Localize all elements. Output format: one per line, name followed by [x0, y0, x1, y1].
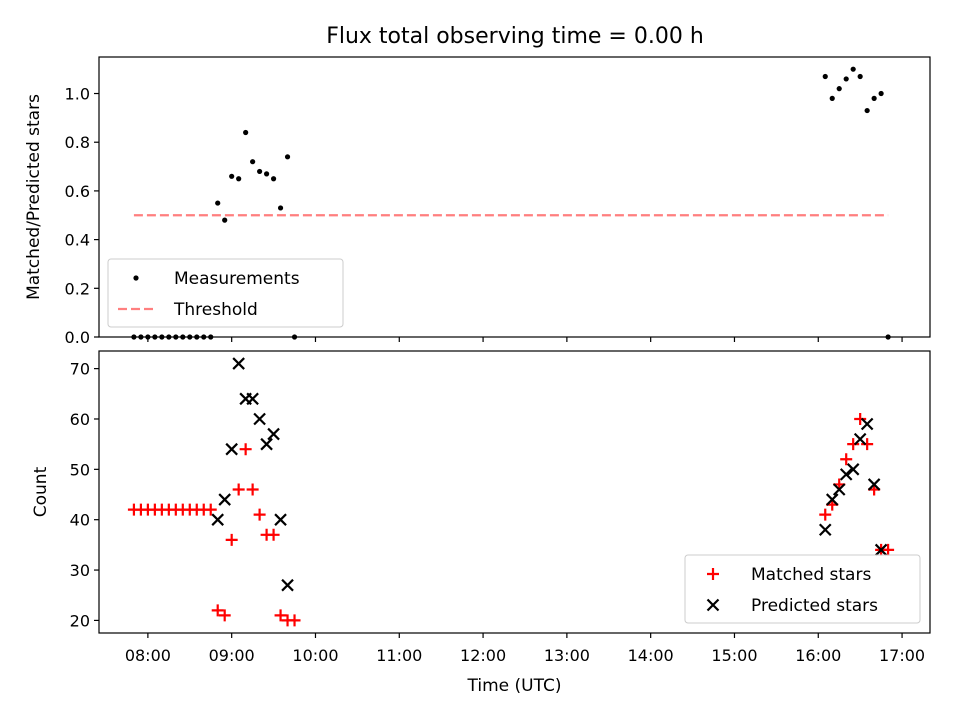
predicted-point	[874, 543, 888, 557]
legend-marker	[706, 598, 720, 612]
y-tick-label: 0.2	[65, 279, 90, 298]
legend: Matched stars Predicted stars	[684, 554, 921, 624]
predicted-point	[839, 468, 853, 481]
y-tick-label: 0.0	[65, 328, 90, 347]
measurement-point	[229, 173, 235, 179]
measurement-point	[871, 95, 877, 101]
matched-point	[239, 443, 252, 456]
x-tick-label: 09:00	[209, 646, 255, 665]
predicted-point	[232, 357, 245, 370]
legend-marker	[707, 568, 719, 580]
matched-point	[253, 508, 266, 521]
y-tick-label: 1.0	[65, 85, 90, 104]
measurement-point	[270, 176, 277, 182]
y-axis-label: Matched/Predicted stars	[24, 94, 44, 300]
x-tick-label: 14:00	[628, 646, 674, 665]
x-axis-label: Time (UTC)	[467, 676, 562, 696]
predicted-point	[818, 523, 832, 537]
predicted-point	[260, 437, 273, 451]
legend-label: Predicted stars	[751, 596, 878, 616]
legend-label: Measurements	[174, 269, 300, 289]
legend: Measurements Threshold	[107, 258, 344, 328]
y-tick-label: 0.8	[65, 133, 90, 152]
measurement-point	[263, 171, 270, 177]
x-tick-label: 11:00	[376, 646, 422, 665]
legend-box	[107, 258, 344, 328]
legend-box	[684, 554, 921, 624]
y-tick-label: 30	[70, 561, 90, 580]
matched-point	[218, 609, 231, 622]
measurement-point	[843, 76, 849, 82]
legend-marker	[133, 275, 139, 281]
y-tick-label: 70	[70, 360, 90, 379]
y-tick-label: 0.6	[65, 182, 90, 201]
y-tick-label: 50	[70, 460, 90, 479]
predicted-point	[274, 513, 287, 526]
measurement-point	[277, 205, 284, 211]
matched-point	[232, 483, 245, 496]
chart-title: Flux total observing time = 0.00 h	[326, 24, 704, 49]
y-tick-label: 60	[70, 410, 90, 429]
measurement-point	[836, 86, 842, 92]
y-tick-label: 20	[70, 611, 90, 630]
predicted-point	[218, 493, 231, 506]
predicted-point	[846, 463, 860, 476]
data-layer	[127, 357, 895, 627]
predicted-point	[246, 392, 259, 406]
predicted-point	[853, 432, 867, 446]
measurement-point	[878, 90, 884, 97]
x-tick-label: 13:00	[544, 646, 590, 665]
legend-label: Threshold	[173, 300, 258, 320]
measurement-point	[236, 176, 242, 182]
matched-point	[847, 438, 860, 451]
measurement-point	[822, 73, 828, 80]
matched-point	[267, 528, 280, 541]
predicted-point	[267, 427, 280, 441]
y-tick-label: 0.4	[65, 231, 90, 250]
predicted-point	[281, 578, 294, 592]
x-tick-label: 12:00	[460, 646, 506, 665]
matched-point	[819, 508, 832, 521]
y-axis-label: Count	[31, 466, 51, 517]
measurement-point	[243, 129, 249, 136]
axes-frame	[98, 350, 931, 634]
predicted-point	[211, 513, 224, 526]
matched-point	[225, 533, 238, 546]
matched-point	[840, 453, 853, 466]
measurement-point	[284, 154, 291, 160]
matched-point	[246, 483, 259, 496]
predicted-point	[825, 493, 839, 506]
measurement-point	[864, 107, 870, 114]
x-tick-label: 10:00	[292, 646, 338, 665]
measurement-point	[250, 159, 256, 165]
y-tick-label: 40	[70, 511, 90, 530]
measurement-point	[222, 217, 228, 223]
predicted-point	[225, 442, 238, 456]
measurement-point	[829, 95, 835, 101]
matched-point	[882, 543, 895, 556]
measurement-point	[215, 200, 221, 206]
matched-point	[211, 604, 224, 617]
ratio-panel: 0.0 0.2 0.4 0.6 0.8 1.0 Matched/Predicted star…	[24, 56, 931, 347]
x-tick-label: 16:00	[795, 646, 841, 665]
matched-point	[204, 503, 217, 516]
matched-point	[854, 412, 867, 425]
matched-point	[274, 609, 287, 622]
matched-point	[861, 438, 874, 451]
measurement-point	[257, 168, 263, 175]
matched-point	[288, 614, 301, 627]
x-tick-label: 15:00	[711, 646, 757, 665]
legend-label: Matched stars	[751, 565, 871, 585]
measurement-point	[850, 66, 856, 72]
count-panel: 20 30 40 50 60 70 08:00 09:00 10:00 11:00 12:00 13:…	[31, 350, 931, 696]
predicted-point	[832, 483, 846, 496]
axes-frame	[98, 56, 931, 338]
predicted-point	[867, 478, 881, 491]
predicted-point	[253, 412, 266, 426]
predicted-point	[860, 417, 874, 431]
measurement-point	[857, 73, 863, 80]
x-tick-label: 08:00	[125, 646, 171, 665]
x-tick-label: 17:00	[879, 646, 925, 665]
